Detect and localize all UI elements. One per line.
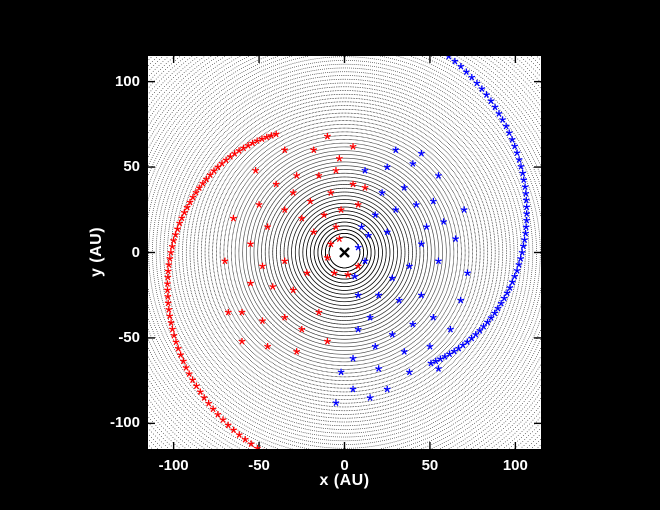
x-tick-label: 0 — [340, 457, 349, 474]
plot-area — [148, 56, 541, 449]
y-tick-label: 0 — [131, 243, 140, 261]
y-tick-label: -100 — [109, 414, 140, 432]
x-tick-label: 100 — [502, 457, 528, 474]
x-tick-label: 50 — [421, 457, 439, 474]
x-axis-label: x (AU) — [319, 472, 370, 489]
x-tick-label: -100 — [158, 457, 189, 474]
y-tick-label: -50 — [118, 328, 140, 346]
y-tick-label: 100 — [114, 72, 140, 90]
y-tick-label: 50 — [123, 158, 140, 176]
plot-canvas — [148, 56, 541, 449]
x-tick-label: -50 — [248, 457, 270, 474]
